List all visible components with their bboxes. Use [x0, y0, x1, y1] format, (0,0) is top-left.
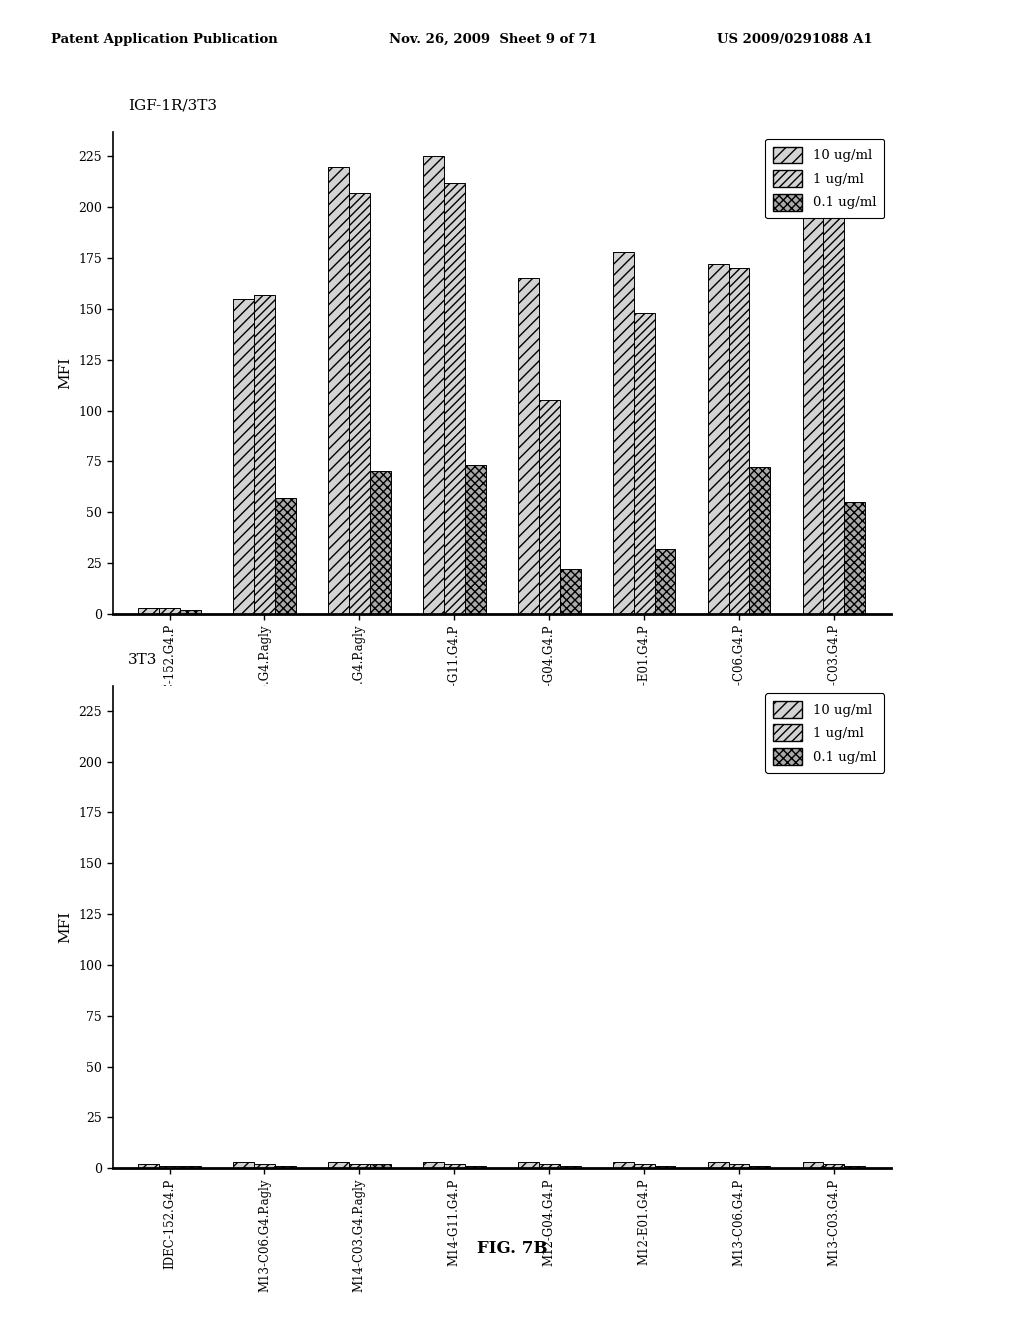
- Text: Nov. 26, 2009  Sheet 9 of 71: Nov. 26, 2009 Sheet 9 of 71: [389, 33, 597, 46]
- Bar: [823, 1164, 845, 1168]
- Bar: [612, 252, 634, 614]
- Bar: [328, 1162, 349, 1168]
- Bar: [423, 1162, 443, 1168]
- Bar: [708, 264, 729, 614]
- Bar: [539, 400, 560, 614]
- Bar: [518, 1162, 539, 1168]
- Y-axis label: MFI: MFI: [58, 911, 73, 944]
- Bar: [803, 170, 823, 614]
- Text: Patent Application Publication: Patent Application Publication: [51, 33, 278, 46]
- Bar: [274, 1166, 296, 1168]
- Bar: [159, 1166, 180, 1168]
- Bar: [180, 1166, 201, 1168]
- Text: US 2009/0291088 A1: US 2009/0291088 A1: [717, 33, 872, 46]
- Bar: [328, 166, 349, 614]
- Bar: [138, 607, 159, 614]
- Bar: [349, 1164, 370, 1168]
- Bar: [254, 1164, 274, 1168]
- Bar: [634, 1164, 654, 1168]
- Bar: [465, 1166, 485, 1168]
- Bar: [823, 207, 845, 614]
- Legend: 10 ug/ml, 1 ug/ml, 0.1 ug/ml: 10 ug/ml, 1 ug/ml, 0.1 ug/ml: [765, 139, 885, 219]
- Bar: [423, 156, 443, 614]
- Bar: [560, 1166, 581, 1168]
- Bar: [654, 549, 676, 614]
- Bar: [634, 313, 654, 614]
- Bar: [370, 471, 391, 614]
- Bar: [750, 1166, 770, 1168]
- Bar: [233, 298, 254, 614]
- Bar: [180, 610, 201, 614]
- Bar: [274, 498, 296, 614]
- Text: FIG. 7B: FIG. 7B: [477, 1239, 547, 1257]
- Bar: [560, 569, 581, 614]
- Bar: [349, 193, 370, 614]
- Bar: [729, 268, 750, 614]
- Bar: [138, 1164, 159, 1168]
- Bar: [233, 1162, 254, 1168]
- Text: 3T3: 3T3: [128, 653, 158, 667]
- Text: IGF-1R/3T3: IGF-1R/3T3: [128, 99, 217, 112]
- Bar: [539, 1164, 560, 1168]
- Y-axis label: MFI: MFI: [58, 356, 73, 389]
- Bar: [370, 1164, 391, 1168]
- Bar: [845, 1166, 865, 1168]
- Bar: [518, 279, 539, 614]
- Bar: [443, 183, 465, 614]
- Bar: [465, 466, 485, 614]
- Bar: [159, 607, 180, 614]
- Legend: 10 ug/ml, 1 ug/ml, 0.1 ug/ml: 10 ug/ml, 1 ug/ml, 0.1 ug/ml: [765, 693, 885, 774]
- Bar: [803, 1162, 823, 1168]
- Bar: [443, 1164, 465, 1168]
- Bar: [750, 467, 770, 614]
- Bar: [254, 294, 274, 614]
- Bar: [708, 1162, 729, 1168]
- Bar: [845, 502, 865, 614]
- Bar: [729, 1164, 750, 1168]
- Bar: [654, 1166, 676, 1168]
- Bar: [612, 1162, 634, 1168]
